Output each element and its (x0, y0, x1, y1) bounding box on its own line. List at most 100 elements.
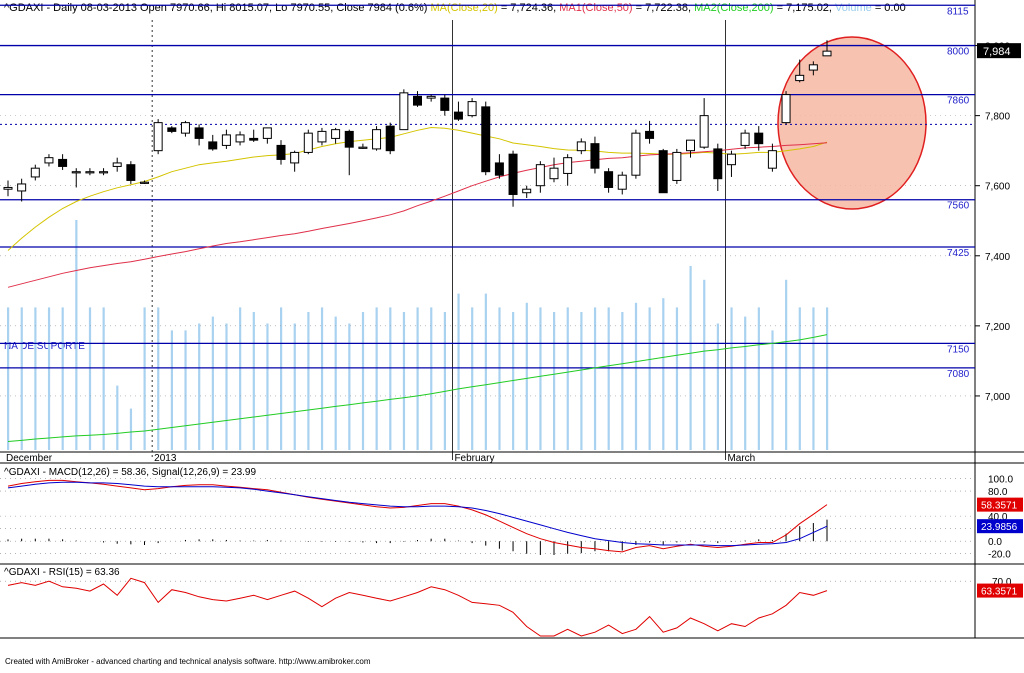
volume-bar (471, 307, 474, 450)
volume-bar (102, 307, 105, 450)
candle-body (194, 127, 204, 139)
price-pane: December 2013 February March 8115 8000 7860 756… (0, 0, 1024, 639)
candle-body (713, 148, 723, 180)
volume-value: = 0.00 (875, 2, 906, 14)
ma20-label: MA(Close,20) (431, 2, 498, 14)
candle-body (754, 132, 764, 145)
candle-body (262, 127, 272, 139)
volume-bar (239, 307, 242, 450)
volume-bar (7, 307, 10, 450)
candle-body (645, 130, 655, 139)
volume-bar (812, 307, 815, 450)
volume-bar (225, 323, 228, 450)
level-label: 8115 (947, 6, 969, 17)
volume-bar (402, 312, 406, 450)
volume-bar (266, 323, 269, 450)
candle-body (44, 157, 54, 164)
candle-body (290, 151, 300, 164)
candle-body (781, 94, 791, 124)
volume-bar (170, 330, 173, 450)
candle-body (276, 144, 286, 160)
volume-bar (457, 293, 460, 450)
level-label: 7080 (947, 369, 970, 380)
volume-bar (716, 323, 719, 450)
volume-bar (198, 323, 201, 450)
candle-body (372, 129, 382, 150)
candle-body (631, 132, 641, 176)
volume-bar (826, 307, 829, 450)
candle-body (453, 111, 463, 120)
date-label: December (6, 453, 53, 464)
candle-body (604, 171, 614, 188)
candle-body (221, 134, 231, 146)
volume-bar (47, 307, 51, 450)
candle-body (3, 186, 13, 190)
chart-header: ^GDAXI - Daily 08-03-2013 Open 7970.66, … (4, 2, 906, 14)
candle-body (767, 150, 777, 169)
footer-credit: Created with AmiBroker - advanced charti… (5, 657, 371, 666)
volume-bar (157, 307, 160, 450)
symbol-info: ^GDAXI - Daily 08-03-2013 Open 7970.66, … (4, 2, 427, 14)
candle-body (740, 132, 750, 146)
ma50-value: = 7,722.38, (636, 2, 691, 14)
volume-bar (75, 220, 78, 450)
candle-body (494, 162, 504, 176)
candle-body (522, 188, 532, 194)
volume-bar (88, 307, 92, 450)
volume-bar (61, 307, 64, 450)
volume-bar (361, 312, 365, 450)
rsi-line (7, 577, 828, 637)
candle-body (317, 130, 327, 143)
volume-bar (703, 279, 706, 450)
candle-body (481, 106, 491, 173)
volume-bar (320, 307, 324, 450)
macd-line (7, 481, 828, 547)
candle-body (303, 132, 313, 153)
value-tag (977, 583, 1023, 598)
volume-bar (334, 316, 337, 450)
candle-body (549, 167, 559, 180)
rsi-tick-label: 70.0 (992, 577, 1012, 588)
candle-body (658, 150, 668, 194)
candle-body (126, 164, 136, 181)
candle-body (822, 50, 832, 57)
volume-bar (416, 307, 419, 450)
candle-body (440, 97, 450, 111)
candle-body (358, 146, 368, 149)
candle-body (71, 171, 81, 174)
candle-body (699, 115, 709, 148)
candle-body (426, 95, 436, 99)
volume-bar (539, 307, 542, 450)
volume-bar (252, 312, 255, 450)
volume-bar (375, 307, 378, 450)
volume-bar (498, 307, 501, 450)
candle-body (686, 139, 695, 152)
candle-body (99, 171, 109, 174)
candle-body (508, 153, 518, 195)
volume-label: Volume (835, 2, 872, 14)
volume-bar (116, 385, 119, 450)
volume-bar (593, 307, 597, 450)
price-tick-label: 7,000 (985, 392, 1010, 403)
volume-bar (143, 307, 146, 450)
volume-bar (512, 312, 515, 450)
candle-body (672, 151, 682, 181)
candle-body (344, 130, 354, 148)
candle-body (535, 164, 545, 187)
candle-body (249, 137, 259, 141)
volume-bar (689, 266, 692, 450)
volume-bar (307, 312, 310, 450)
last-price-tag (977, 43, 1021, 59)
candle-body (385, 125, 395, 152)
candle-body (563, 157, 573, 174)
candle-body (85, 171, 95, 174)
candle-body (153, 122, 163, 152)
candle-body (17, 183, 27, 192)
level-label: 7860 (947, 96, 970, 107)
candle-body (576, 141, 586, 152)
volume-bar (744, 316, 747, 450)
date-label: 2013 (154, 453, 177, 464)
volume-bar (662, 298, 665, 450)
